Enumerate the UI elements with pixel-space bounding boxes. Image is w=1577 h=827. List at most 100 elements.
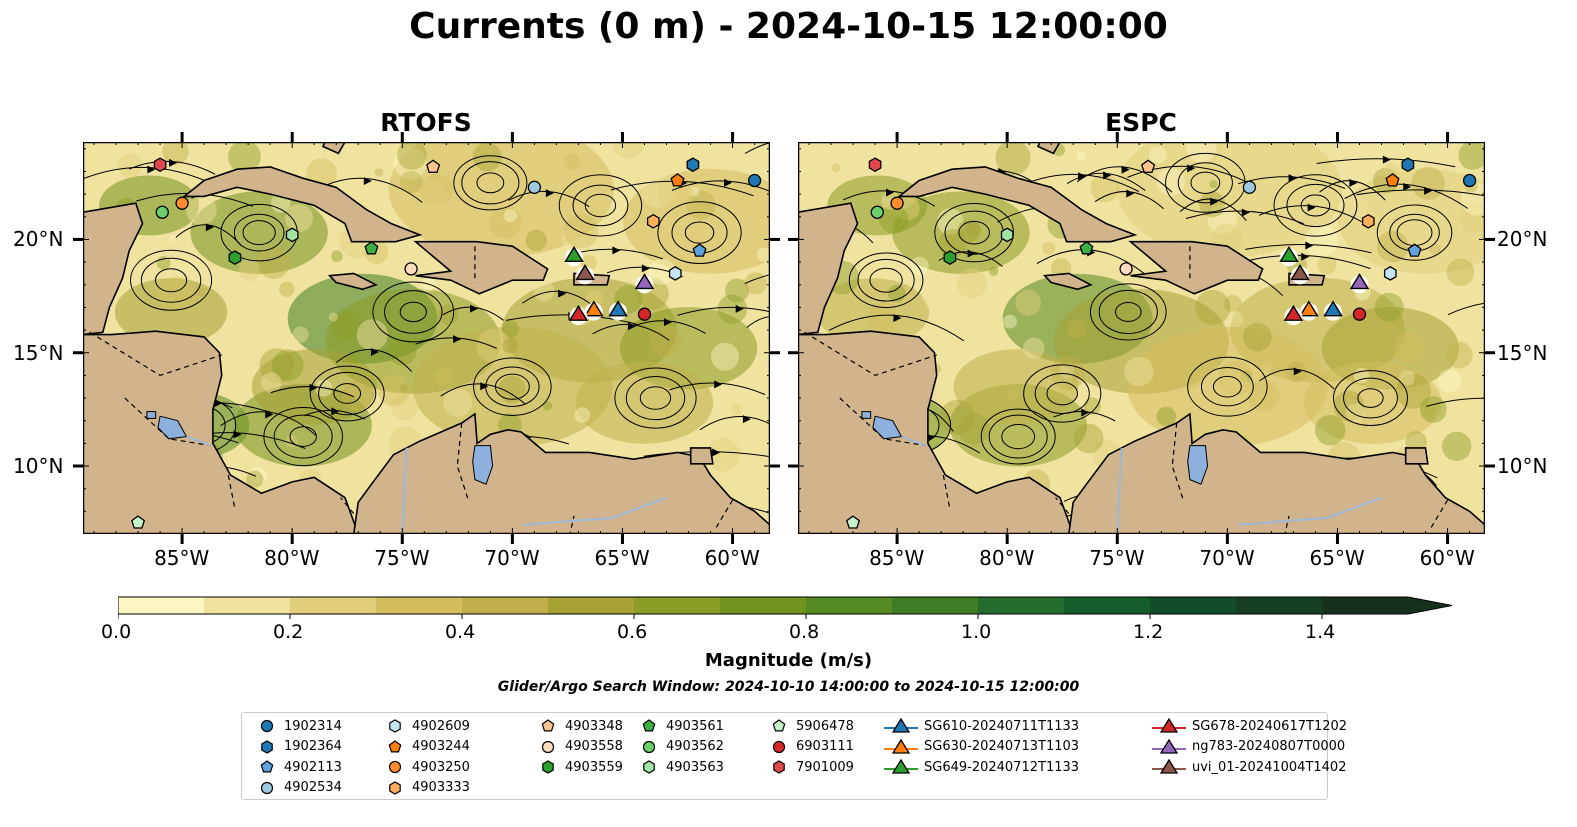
float-marker-4903563[interactable] xyxy=(285,227,299,243)
legend-label: 5906478 xyxy=(796,718,854,734)
lake-nicaragua xyxy=(157,415,188,440)
map-canvas xyxy=(797,141,1493,535)
colorbar-extend-arrow xyxy=(1408,597,1452,614)
float-marker-4903559[interactable] xyxy=(228,250,242,265)
legend-triangle-icon xyxy=(1152,717,1186,733)
float-marker-7901009[interactable] xyxy=(153,157,167,173)
float-marker-4903562[interactable] xyxy=(870,205,884,219)
colorbar-segment xyxy=(1064,597,1151,614)
glider-marker-ng783-20240807T0000[interactable] xyxy=(1349,273,1370,290)
float-marker-4903250[interactable] xyxy=(175,196,189,210)
legend-item: 5906478 xyxy=(768,716,854,736)
float-marker-1902364[interactable] xyxy=(1401,157,1415,173)
legend-hexagon-icon xyxy=(773,760,785,774)
lon-tick-label: 60°W xyxy=(1419,546,1475,570)
float-marker-4903561[interactable] xyxy=(1079,241,1094,255)
legend-item: 4903559 xyxy=(537,757,623,777)
lon-tick-label: 85°W xyxy=(154,546,210,570)
float-marker-4902113[interactable] xyxy=(1407,243,1422,257)
map-panel-espc[interactable] xyxy=(797,141,1493,535)
float-marker-4902534[interactable] xyxy=(1242,180,1257,194)
legend-item: 4903563 xyxy=(638,757,724,777)
glider-marker-uvi_01-20241004T1402[interactable] xyxy=(575,264,595,281)
legend-hexagon-icon xyxy=(542,760,554,774)
glider-marker-SG649-20240712T1133[interactable] xyxy=(1279,245,1299,262)
legend-label: 4903348 xyxy=(565,718,623,734)
land-jamaica xyxy=(327,272,378,291)
colorbar-segment xyxy=(806,597,893,614)
float-marker-4902609[interactable] xyxy=(668,266,682,281)
glider-marker-uvi_01-20241004T1402[interactable] xyxy=(1290,264,1310,281)
land-central-america xyxy=(83,330,360,534)
glider-marker-SG649-20240712T1133[interactable] xyxy=(564,245,584,262)
float-marker-4903348[interactable] xyxy=(426,159,441,173)
float-marker-4903558[interactable] xyxy=(1119,262,1133,276)
float-marker-6903111[interactable] xyxy=(637,307,652,321)
glider-marker-SG678-20240617T1202[interactable] xyxy=(568,304,589,321)
colorbar xyxy=(118,596,1453,619)
float-marker-4903563[interactable] xyxy=(1000,227,1014,243)
lake-maracaibo xyxy=(472,445,494,485)
float-marker-4902534[interactable] xyxy=(527,180,542,194)
colorbar-segment xyxy=(204,597,291,614)
float-marker-1902314[interactable] xyxy=(747,173,762,188)
legend-triangle-icon xyxy=(884,758,918,774)
border-line xyxy=(1429,499,1449,530)
map-panel-rtofs[interactable] xyxy=(82,141,778,535)
float-marker-4902609[interactable] xyxy=(1383,266,1397,281)
float-marker-4903558[interactable] xyxy=(404,262,418,276)
float-marker-4903333[interactable] xyxy=(646,213,660,229)
glider-marker-SG630-20240713T1103[interactable] xyxy=(584,300,604,317)
legend-item: 4903333 xyxy=(384,778,470,798)
legend-item: 4903348 xyxy=(537,716,623,736)
float-marker-4903348[interactable] xyxy=(1141,159,1156,173)
colorbar-outline xyxy=(118,596,1453,615)
float-marker-5906478[interactable] xyxy=(846,515,861,529)
float-marker-1902314[interactable] xyxy=(1462,173,1477,188)
float-marker-5906478[interactable] xyxy=(131,515,146,529)
float-marker-4903562[interactable] xyxy=(155,205,169,219)
major-tick-marks xyxy=(73,132,780,544)
major-tick-marks xyxy=(788,132,1495,544)
legend-triangle-icon xyxy=(1152,758,1186,774)
legend-item: uvi_01-20241004T1402 xyxy=(1152,757,1346,777)
lon-tick-label: 80°W xyxy=(264,546,320,570)
river-line xyxy=(1238,496,1382,526)
float-marker-6903111[interactable] xyxy=(1352,307,1367,321)
float-marker-1902364[interactable] xyxy=(686,157,700,173)
float-marker-4903244[interactable] xyxy=(670,173,685,187)
legend-label: 4903562 xyxy=(666,739,724,754)
legend-label: 4903333 xyxy=(412,780,470,795)
legend-label: SG630-20240713T1103 xyxy=(924,739,1080,754)
colorbar-segment xyxy=(462,597,549,614)
glider-marker-SG630-20240713T1103[interactable] xyxy=(1299,300,1319,317)
float-marker-4903250[interactable] xyxy=(890,196,904,210)
legend-label: 4903244 xyxy=(412,739,470,754)
glider-marker-ng783-20240807T0000[interactable] xyxy=(634,273,655,290)
border-line xyxy=(340,497,355,514)
land-hispaniola xyxy=(413,240,549,295)
float-marker-4903561[interactable] xyxy=(364,241,379,255)
glider-marker-SG610-20240711T1133[interactable] xyxy=(1323,300,1343,317)
legend-item: 4903562 xyxy=(638,737,724,757)
legend-hexagon-icon xyxy=(389,780,401,795)
colorbar-tick-label: 0.4 xyxy=(445,621,476,643)
glider-marker-SG678-20240617T1202[interactable] xyxy=(1283,304,1304,321)
border-line xyxy=(942,474,951,510)
float-marker-7901009[interactable] xyxy=(868,157,882,173)
lake-managua xyxy=(146,411,157,419)
colorbar-segment xyxy=(548,597,635,614)
land-trinidad xyxy=(689,447,714,465)
glider-marker-SG610-20240711T1133[interactable] xyxy=(608,300,628,317)
float-marker-4903559[interactable] xyxy=(943,250,957,265)
float-marker-4903333[interactable] xyxy=(1361,213,1375,229)
legend-pentagon-icon xyxy=(388,739,402,752)
legend-circle-icon xyxy=(260,719,274,733)
colorbar-tick-label: 1.4 xyxy=(1305,621,1336,643)
legend-label: 4903559 xyxy=(565,759,623,775)
float-marker-4903244[interactable] xyxy=(1385,173,1400,187)
float-marker-4902113[interactable] xyxy=(692,243,707,257)
lon-tick-label: 70°W xyxy=(484,546,540,570)
land-jamaica xyxy=(1042,272,1093,291)
border-line xyxy=(124,397,211,447)
